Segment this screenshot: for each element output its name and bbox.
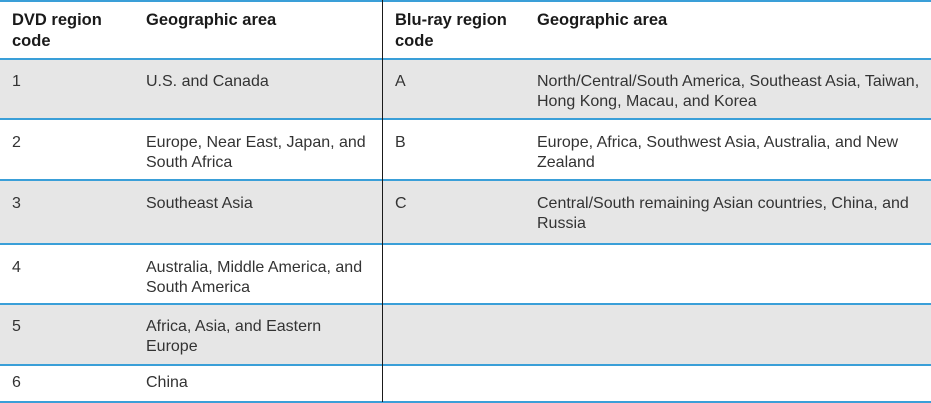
dvd-area-cell: U.S. and Canada bbox=[146, 73, 269, 90]
row-rule bbox=[0, 364, 931, 366]
dvd-code-cell: 1 bbox=[12, 73, 21, 90]
bluray-code-cell: B bbox=[395, 134, 406, 151]
dvd-code-cell: 4 bbox=[12, 259, 21, 276]
table-row: 5 Africa, Asia, and Eastern Europe bbox=[0, 305, 931, 364]
table-bottom-rule bbox=[0, 401, 931, 403]
section-divider bbox=[382, 0, 383, 402]
dvd-code-cell: 2 bbox=[12, 134, 21, 151]
header-dvd-region-code: DVD region code bbox=[12, 11, 102, 50]
bluray-code-cell: A bbox=[395, 73, 406, 90]
row-rule bbox=[0, 243, 931, 245]
dvd-code-cell: 6 bbox=[12, 374, 21, 391]
bluray-area-cell: Europe, Africa, Southwest Asia, Australi… bbox=[537, 134, 899, 171]
bluray-area-cell: Central/South remaining Asian countries,… bbox=[537, 195, 909, 232]
bluray-code-cell: C bbox=[395, 195, 407, 212]
row-rule bbox=[0, 118, 931, 120]
header-bluray-geographic-area: Geographic area bbox=[537, 11, 668, 29]
header-bottom-rule bbox=[0, 58, 931, 60]
table-row: 3 Southeast Asia C Central/South remaini… bbox=[0, 181, 931, 243]
row-rule bbox=[0, 179, 931, 181]
dvd-area-cell: China bbox=[146, 374, 188, 391]
dvd-area-cell: Europe, Near East, Japan, and South Afri… bbox=[146, 134, 366, 171]
table-row: 6 China bbox=[0, 366, 931, 401]
table-row: 2 Europe, Near East, Japan, and South Af… bbox=[0, 120, 931, 179]
row-rule bbox=[0, 303, 931, 305]
dvd-area-cell: Australia, Middle America, and South Ame… bbox=[146, 259, 363, 296]
header-bluray-region-code: Blu-ray region code bbox=[395, 11, 507, 50]
dvd-area-cell: Southeast Asia bbox=[146, 195, 253, 212]
table-row: 4 Australia, Middle America, and South A… bbox=[0, 245, 931, 303]
dvd-code-cell: 3 bbox=[12, 195, 21, 212]
dvd-area-cell: Africa, Asia, and Eastern Europe bbox=[146, 318, 322, 355]
table-row: 1 U.S. and Canada A North/Central/South … bbox=[0, 60, 931, 118]
bluray-area-cell: North/Central/South America, Southeast A… bbox=[537, 73, 920, 110]
table-top-rule bbox=[0, 0, 931, 2]
header-dvd-geographic-area: Geographic area bbox=[146, 11, 277, 29]
dvd-code-cell: 5 bbox=[12, 318, 21, 335]
